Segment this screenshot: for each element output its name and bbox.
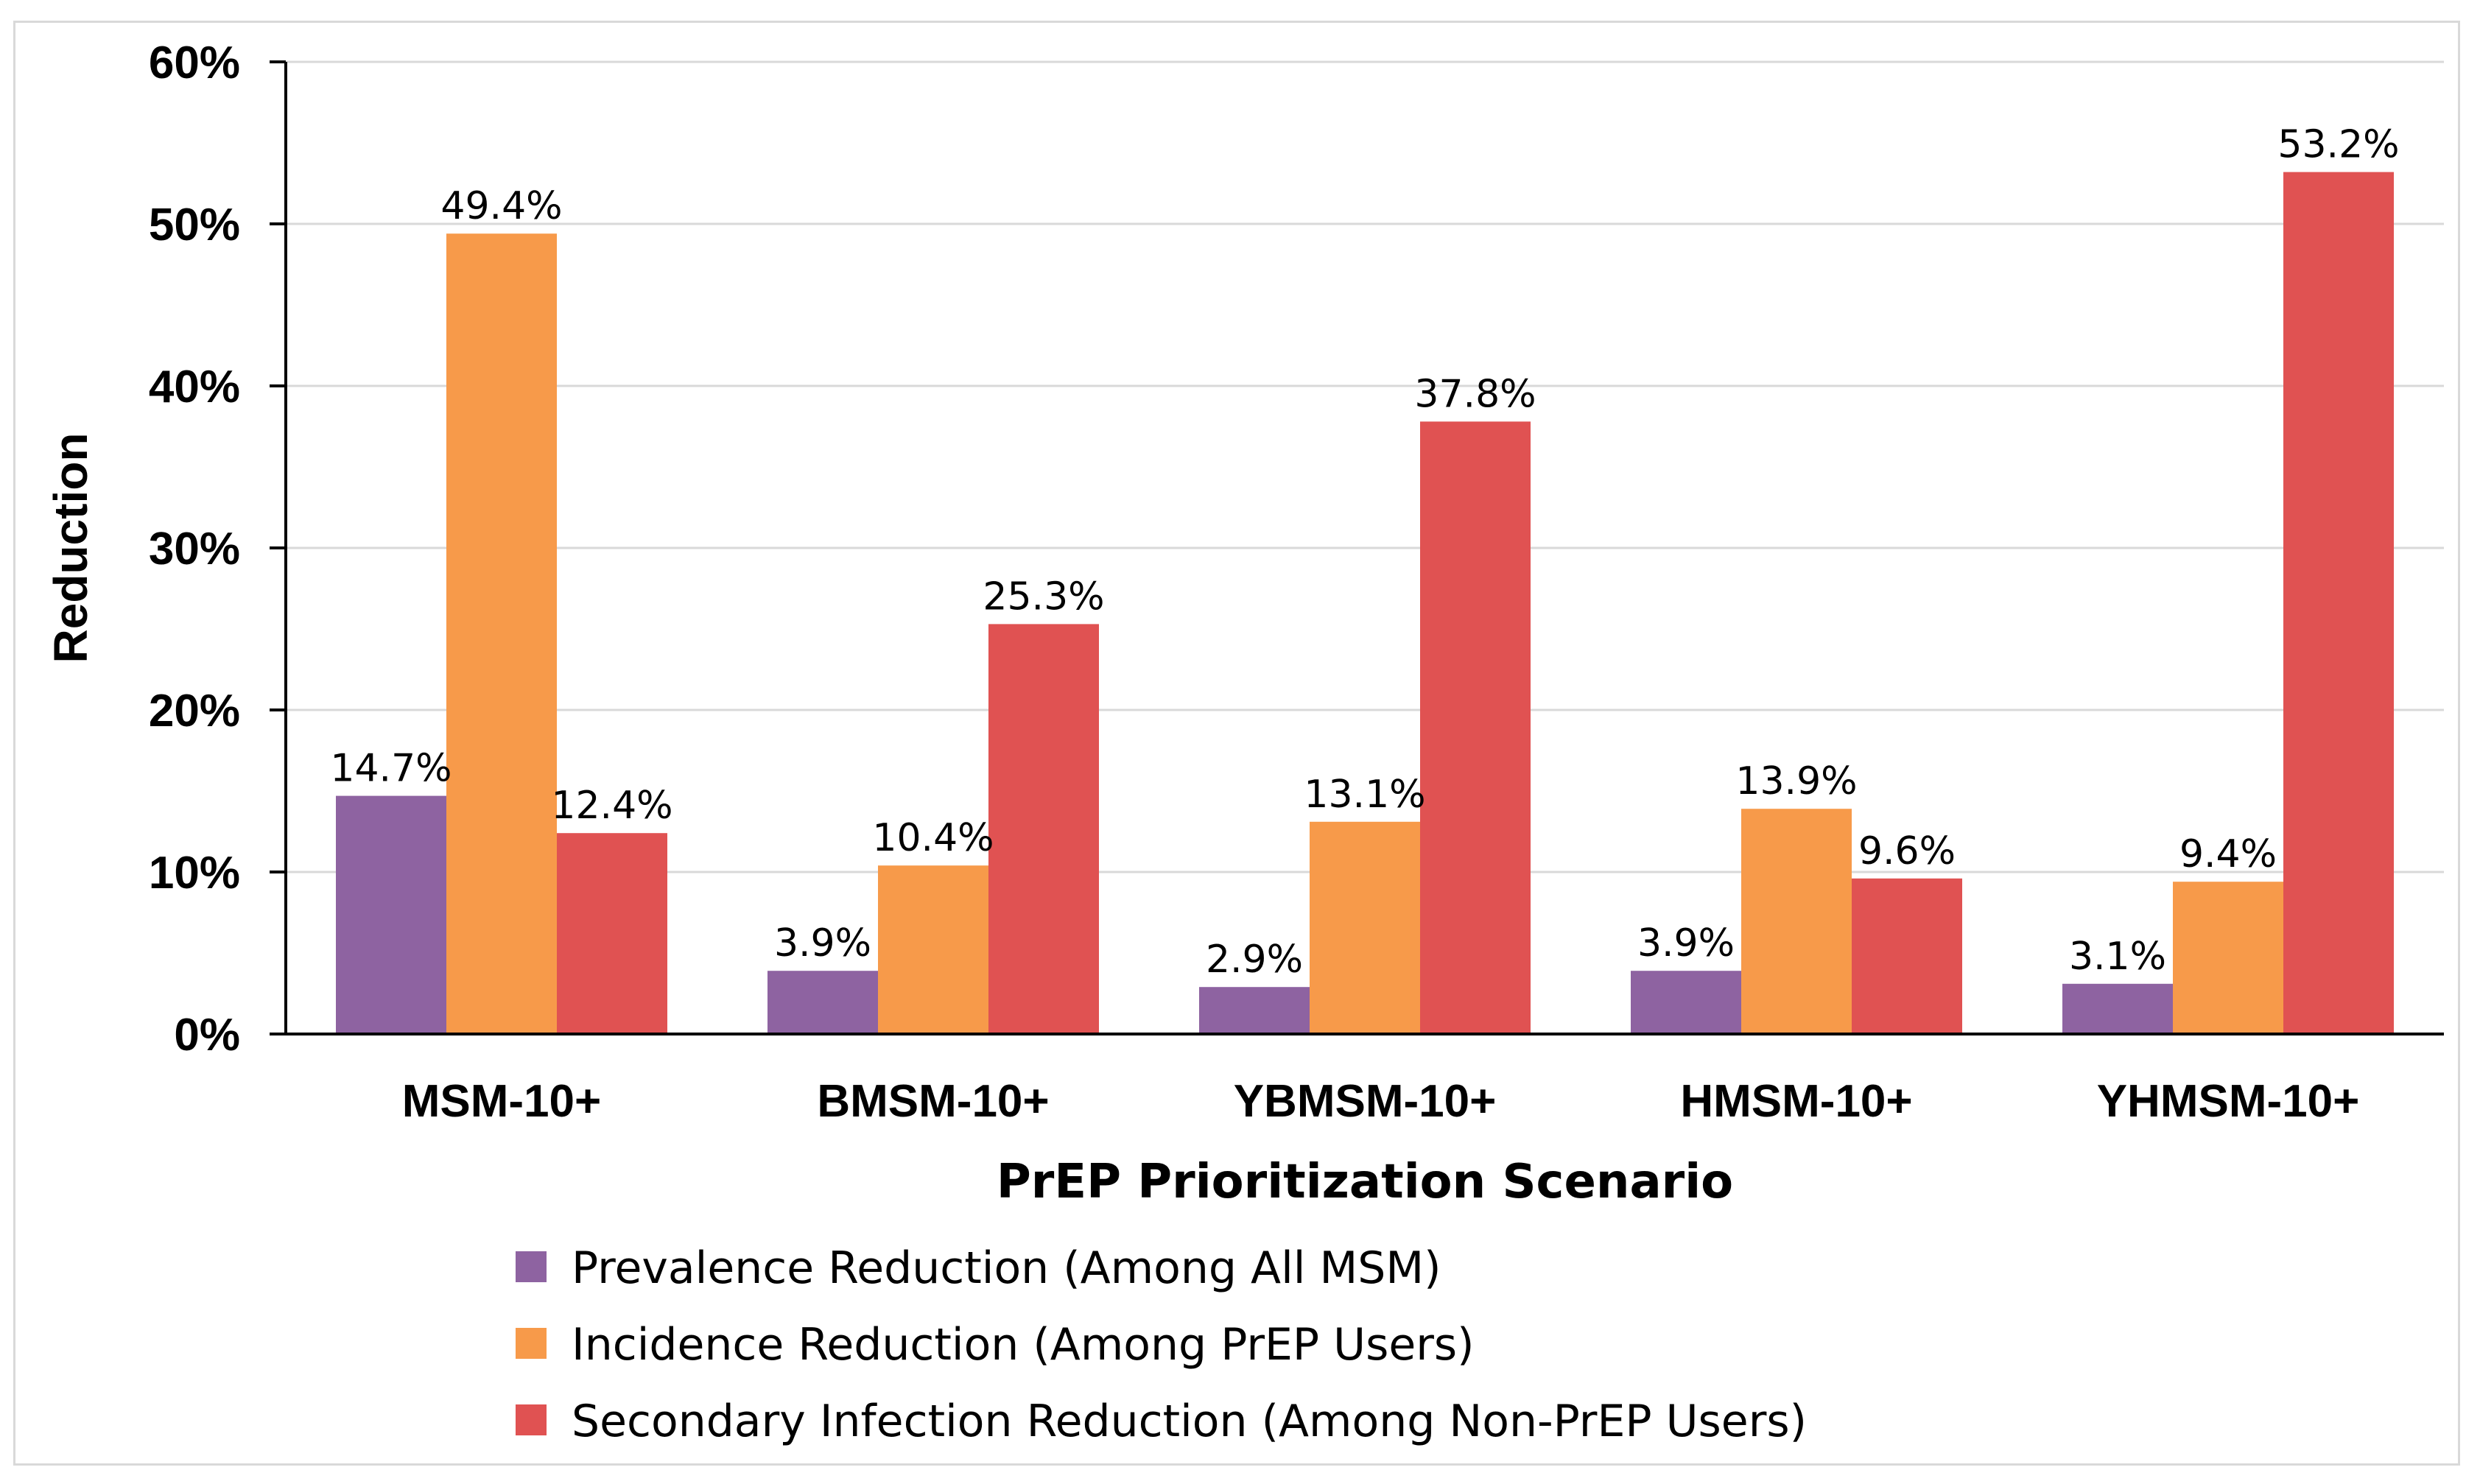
data-label: 53.2% (2277, 123, 2399, 167)
data-label: 2.9% (1206, 938, 1303, 982)
bar (557, 833, 667, 1034)
bar (1420, 421, 1531, 1034)
data-label: 9.4% (2179, 832, 2277, 876)
x-tick-label: BMSM-10+ (817, 1076, 1049, 1127)
legend-label: Prevalence Reduction (Among All MSM) (572, 1242, 1441, 1294)
bar (2173, 882, 2283, 1034)
bar (336, 795, 446, 1034)
data-label: 37.8% (1414, 372, 1536, 416)
data-label: 3.9% (1637, 921, 1735, 966)
bar (1310, 821, 1420, 1034)
bar (2062, 983, 2173, 1034)
data-label: 25.3% (983, 574, 1104, 619)
data-label: 3.9% (774, 921, 871, 966)
y-axis-title: Reduction (44, 433, 97, 664)
bar (767, 971, 878, 1034)
data-label: 3.1% (2069, 935, 2166, 979)
data-label: 13.9% (1735, 759, 1857, 803)
data-label: 13.1% (1304, 773, 1425, 817)
data-label: 14.7% (330, 747, 452, 791)
y-tick-label: 50% (149, 200, 240, 250)
gridlines (286, 60, 2444, 873)
legend-swatch (516, 1328, 547, 1359)
x-category-labels: MSM-10+ BMSM-10+ YBMSM-10+ HMSM-10+ YHMSM-10… (402, 1076, 2360, 1127)
legend-swatch (516, 1404, 547, 1435)
bar (1631, 971, 1741, 1034)
y-ticks: 0% 10% 20% 30% 40% 50% 60% (149, 38, 286, 1061)
x-axis-title: PrEP Prioritization Scenario (997, 1155, 1733, 1209)
data-label: 10.4% (872, 816, 994, 860)
bar (2283, 172, 2394, 1035)
y-tick-label: 60% (149, 38, 240, 88)
bar (988, 624, 1099, 1034)
legend-swatch (516, 1251, 547, 1282)
chart-frame (13, 21, 2460, 1466)
data-label: 12.4% (551, 784, 672, 828)
y-tick-label: 10% (149, 848, 240, 899)
y-tick-label: 30% (149, 524, 240, 574)
y-tick-label: 40% (149, 362, 240, 412)
data-label: 49.4% (440, 184, 562, 228)
x-tick-label: YBMSM-10+ (1234, 1076, 1497, 1127)
x-tick-label: HMSM-10+ (1680, 1076, 1912, 1127)
bar (1741, 809, 1852, 1034)
bar (1199, 987, 1310, 1034)
y-tick-label: 20% (149, 686, 240, 736)
data-labels: 14.7% 49.4% 12.4% 3.9% 10.4% 25.3% 2.9% 13.1% 37… (330, 123, 2399, 982)
bar (878, 865, 988, 1034)
legend-label: Secondary Infection Reduction (Among Non… (572, 1396, 1807, 1447)
x-tick-label: MSM-10+ (402, 1076, 601, 1127)
bar (1852, 878, 1962, 1034)
y-tick-label: 0% (174, 1010, 240, 1061)
legend: Prevalence Reduction (Among All MSM) Inci… (516, 1242, 1807, 1447)
bar (446, 233, 557, 1035)
legend-label: Incidence Reduction (Among PrEP Users) (572, 1319, 1475, 1371)
x-tick-label: YHMSM-10+ (2097, 1076, 2360, 1127)
bars (336, 172, 2394, 1035)
data-label: 9.6% (1858, 829, 1956, 873)
